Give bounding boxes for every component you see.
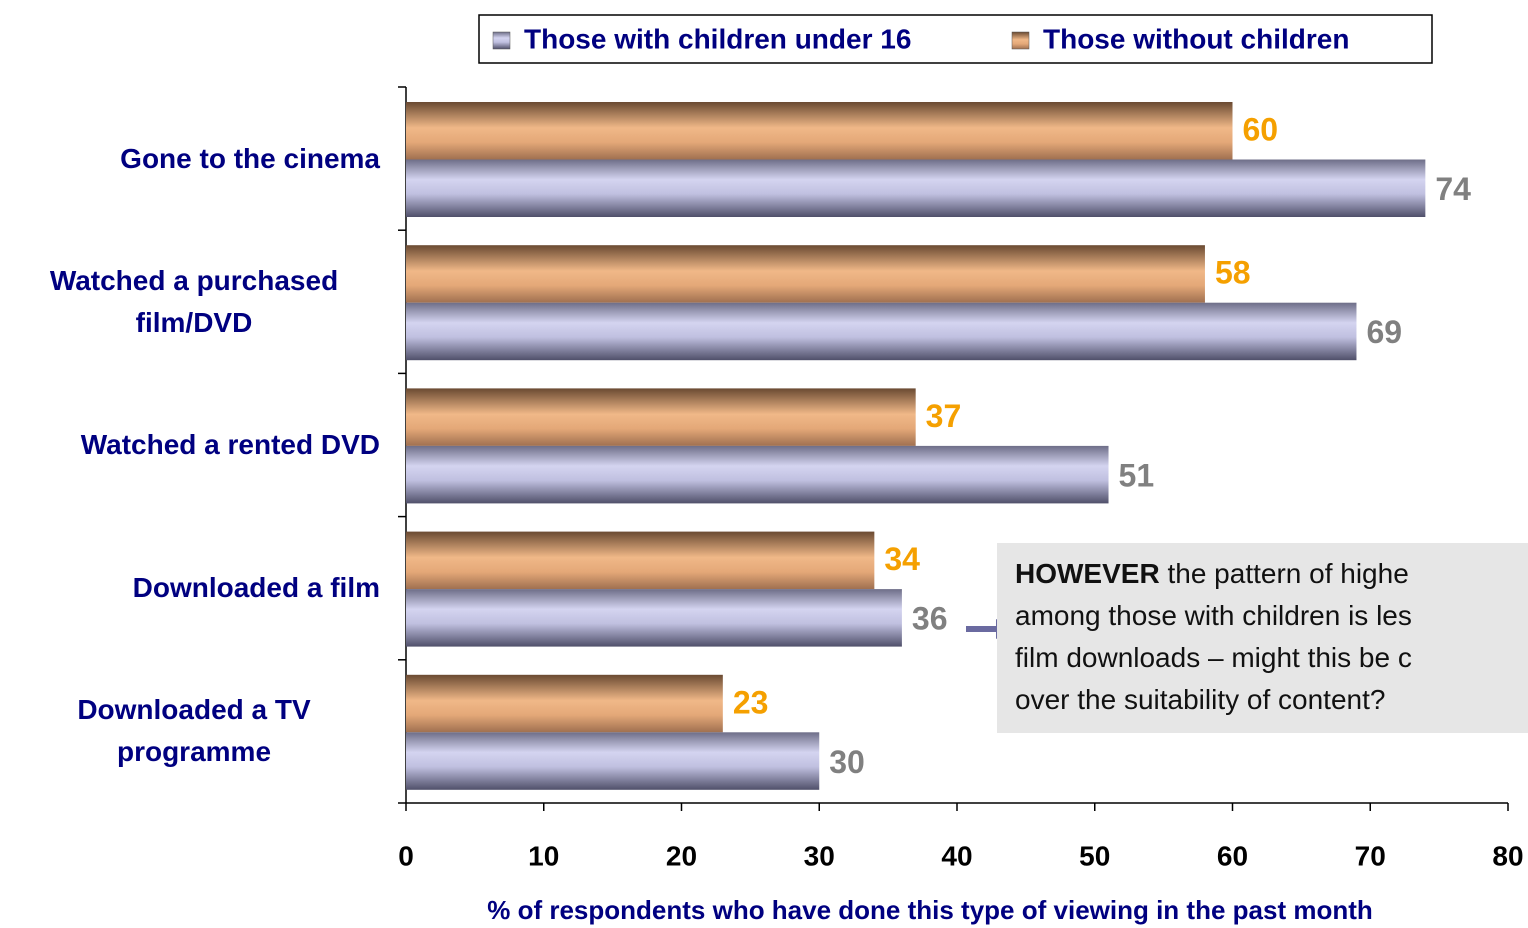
x-tick-label: 10 (528, 840, 559, 871)
x-tick-label: 80 (1492, 840, 1523, 871)
legend-swatch (1011, 31, 1030, 50)
data-label: 51 (1119, 457, 1155, 493)
category-label-box: Gone to the cinema (8, 117, 380, 201)
bar (406, 159, 1426, 217)
bar (406, 589, 902, 647)
data-label: 30 (829, 744, 865, 780)
legend-box (478, 14, 1433, 64)
bar (406, 388, 916, 446)
data-label: 69 (1366, 314, 1402, 350)
category-label: Watched a purchased film/DVD (49, 264, 339, 338)
legend-label: Those with children under 16 (524, 23, 911, 54)
x-tick-label: 40 (941, 840, 972, 871)
x-tick-label: 20 (666, 840, 697, 871)
bar (406, 102, 1233, 160)
category-label-box: Watched a purchased film/DVD (8, 260, 380, 344)
annotation-line: over the suitability of content? (1015, 684, 1386, 715)
x-tick-label: 50 (1079, 840, 1110, 871)
bar (406, 531, 875, 590)
bar (406, 445, 1109, 504)
category-label-box: Downloaded a film (8, 546, 380, 630)
data-label: 60 (1243, 111, 1279, 147)
annotation-line: film downloads – might this be c (1015, 642, 1412, 673)
data-label: 36 (912, 601, 948, 637)
category-label: Downloaded a film (132, 572, 380, 604)
x-tick-label: 60 (1217, 840, 1248, 871)
bar (406, 245, 1205, 303)
annotation-line: among those with children is les (1015, 600, 1412, 631)
annotation: HOWEVER the pattern of highe among those … (997, 543, 1528, 733)
x-tick-label: 0 (398, 840, 414, 871)
data-label: 74 (1435, 171, 1471, 207)
data-label: 23 (733, 684, 769, 720)
data-label: 58 (1215, 255, 1251, 291)
annotation-lead: HOWEVER (1015, 558, 1160, 589)
category-label: Watched a rented DVD (80, 429, 380, 460)
category-label-box: Watched a rented DVD (8, 403, 380, 487)
category-label: Gone to the cinema (120, 142, 380, 174)
data-label: 34 (884, 541, 920, 577)
x-axis-title: % of respondents who have done this type… (487, 895, 1373, 925)
annotation-line: the pattern of highe (1167, 558, 1409, 589)
x-tick-label: 30 (804, 840, 835, 871)
bar (406, 674, 723, 733)
bar (406, 302, 1357, 361)
category-label: Downloaded a TV programme (77, 694, 311, 768)
data-label: 37 (926, 398, 962, 434)
legend-label: Those without children (1043, 23, 1349, 54)
legend-swatch (492, 31, 511, 50)
bar (406, 732, 820, 790)
x-tick-label: 70 (1355, 840, 1386, 871)
category-label-box: Downloaded a TV programme (8, 689, 380, 773)
